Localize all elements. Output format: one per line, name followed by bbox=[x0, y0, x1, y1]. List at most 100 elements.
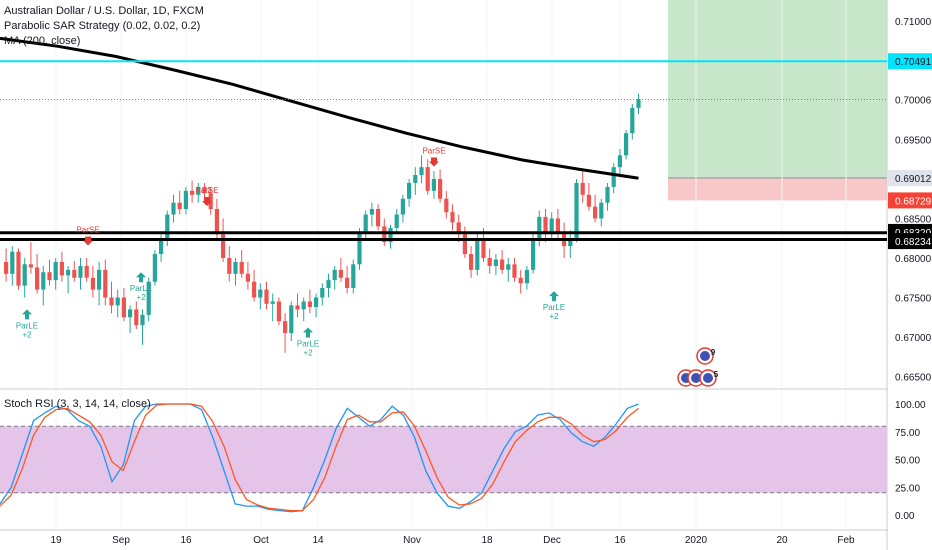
candle-body bbox=[115, 297, 120, 306]
time-tick-label: Oct bbox=[253, 535, 269, 546]
symbol-title[interactable]: Australian Dollar / U.S. Dollar, 1D, FXC… bbox=[4, 5, 204, 17]
candle-body bbox=[289, 305, 294, 334]
candle-body bbox=[183, 190, 188, 210]
candle-body bbox=[121, 297, 126, 318]
candle bbox=[239, 250, 244, 278]
event-count: 5 bbox=[714, 370, 719, 379]
long-signal-label: ParLE bbox=[16, 321, 38, 330]
candle bbox=[22, 258, 27, 298]
candle-body bbox=[524, 269, 529, 284]
long-arrow-icon bbox=[22, 309, 32, 320]
candle-body bbox=[84, 265, 89, 278]
price-tick-label: 0.66500 bbox=[895, 373, 932, 384]
candle-body bbox=[568, 238, 573, 247]
candle bbox=[388, 224, 393, 249]
candle bbox=[500, 250, 505, 274]
candle bbox=[413, 167, 418, 195]
candle-body bbox=[469, 254, 474, 270]
candle bbox=[376, 204, 381, 231]
candle-body bbox=[462, 234, 467, 255]
stoch-k-line bbox=[0, 403, 639, 513]
ma-200-line bbox=[0, 36, 639, 180]
candle-body bbox=[90, 277, 95, 290]
candle bbox=[599, 198, 604, 227]
ma-line bbox=[0, 36, 639, 180]
long-arrow-icon bbox=[549, 291, 559, 302]
time-tick-label: Feb bbox=[837, 535, 855, 546]
candle-body bbox=[388, 227, 393, 243]
candle bbox=[190, 180, 195, 203]
candle-body bbox=[47, 272, 52, 281]
last-price-tag-bg bbox=[888, 91, 932, 108]
stoch-rsi-label[interactable]: Stoch RSI (3, 3, 14, 14, close) bbox=[4, 398, 151, 410]
axes: 0.710000.700000.695000.685000.680000.675… bbox=[50, 0, 932, 550]
candle bbox=[227, 246, 232, 282]
candle bbox=[301, 297, 306, 322]
strategy-label[interactable]: Parabolic SAR Strategy (0.02, 0.02, 0.2) bbox=[4, 20, 201, 32]
candle bbox=[53, 258, 58, 290]
candle bbox=[580, 171, 585, 203]
candle bbox=[41, 265, 46, 306]
candle bbox=[524, 265, 529, 290]
time-tick-label: 19 bbox=[50, 535, 62, 546]
candle bbox=[59, 251, 64, 282]
event-flag-inner bbox=[691, 373, 701, 383]
candle bbox=[252, 269, 257, 302]
stoch-d-line bbox=[0, 403, 639, 512]
candle-body bbox=[177, 202, 182, 210]
candle-body bbox=[140, 314, 145, 326]
candle bbox=[456, 214, 461, 243]
candle-body bbox=[400, 198, 405, 215]
candle bbox=[593, 194, 598, 223]
candle bbox=[586, 182, 591, 211]
candle-body bbox=[394, 214, 399, 228]
candle bbox=[357, 227, 362, 270]
candle bbox=[394, 209, 399, 235]
candle bbox=[438, 169, 443, 203]
price-tick-label: 0.67000 bbox=[895, 333, 932, 344]
oscillator-legend[interactable]: Stoch RSI (3, 3, 14, 14, close) bbox=[4, 397, 151, 412]
candle-body bbox=[599, 202, 604, 219]
candle-body bbox=[431, 179, 436, 191]
candle bbox=[115, 289, 120, 318]
candle bbox=[4, 248, 9, 282]
candle bbox=[518, 269, 523, 294]
candle-body bbox=[109, 297, 114, 306]
candle bbox=[624, 130, 629, 160]
candle bbox=[369, 202, 374, 227]
candle bbox=[97, 261, 102, 306]
candle-body bbox=[245, 273, 250, 282]
candle-body bbox=[295, 305, 300, 310]
candle bbox=[233, 258, 238, 286]
candle bbox=[450, 204, 455, 231]
candle-body bbox=[276, 301, 281, 322]
entry-price-tag-bg bbox=[888, 170, 932, 187]
candle-body bbox=[630, 107, 635, 134]
candle bbox=[66, 265, 71, 294]
candle bbox=[270, 293, 275, 322]
candle-body bbox=[171, 202, 176, 215]
candle bbox=[419, 155, 424, 183]
candle bbox=[140, 309, 145, 345]
candle bbox=[338, 258, 343, 282]
candle bbox=[72, 261, 77, 282]
candle bbox=[276, 297, 281, 326]
time-tick-label: 20 bbox=[776, 535, 788, 546]
chart-legend[interactable]: Australian Dollar / U.S. Dollar, 1D, FXC… bbox=[4, 4, 204, 49]
candle bbox=[407, 179, 412, 207]
candle-body bbox=[413, 175, 418, 183]
entry-price-tag: 0.69012 bbox=[895, 174, 932, 185]
candle-body bbox=[382, 226, 387, 243]
candle-body bbox=[345, 277, 350, 289]
time-tick-label: 16 bbox=[180, 535, 192, 546]
long-signal-qty: +2 bbox=[136, 293, 146, 302]
rsi-band bbox=[0, 426, 887, 493]
candle-body bbox=[252, 281, 257, 298]
ma-label[interactable]: MA (200, close) bbox=[4, 35, 81, 47]
candle-body bbox=[376, 209, 381, 227]
long-signal-label: ParLE bbox=[130, 284, 152, 293]
candle-body bbox=[264, 289, 269, 304]
candle-body bbox=[314, 297, 319, 307]
candle bbox=[549, 212, 554, 239]
